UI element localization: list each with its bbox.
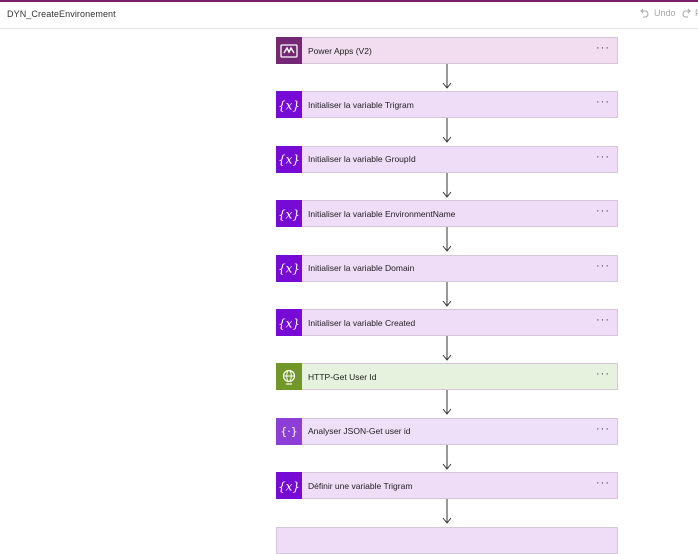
flow-step-card[interactable]: {x} Initialiser la variable Trigram ···: [276, 91, 618, 119]
more-options-icon[interactable]: ···: [596, 477, 610, 490]
variable-icon: {x}: [276, 91, 302, 119]
more-options-icon[interactable]: ···: [596, 42, 610, 54]
power-apps-icon: [276, 37, 302, 64]
flow-step-card[interactable]: Power Apps (V2) ···: [276, 37, 618, 64]
json-icon: {·}: [276, 417, 302, 445]
svg-text:{x}: {x}: [279, 98, 299, 112]
flow-step-card[interactable]: {x} Initialiser la variable Created ···: [276, 309, 618, 336]
svg-text:{x}: {x}: [279, 479, 299, 493]
variable-icon: {x}: [276, 472, 302, 500]
flow-step-label: HTTP-Get User Id: [308, 371, 377, 382]
svg-text:{·}: {·}: [280, 425, 298, 438]
connector-arrow: [442, 390, 452, 416]
svg-text:{x}: {x}: [279, 153, 299, 167]
flow-step-card[interactable]: HTTP-Get User Id ···: [276, 363, 618, 391]
flow-canvas: Power Apps (V2) ··· {x} Initialiser la vari…: [0, 29, 698, 554]
connector-arrow: [442, 336, 452, 361]
flow-step-card[interactable]: {x} Définir une variable Trigram ···: [276, 472, 618, 500]
more-options-icon[interactable]: ···: [596, 368, 610, 381]
variable-icon: {x}: [276, 145, 302, 173]
flow-step-card[interactable]: {x} Initialiser la variable GroupId ···: [276, 145, 618, 173]
connector-arrow: [442, 64, 452, 89]
undo-label: Undo: [654, 8, 676, 18]
flow-step-label: Initialiser la variable Domain: [308, 263, 415, 274]
flow-step-label: Analyser JSON-Get user id: [308, 426, 411, 437]
flow-step-card-partial[interactable]: [276, 526, 618, 554]
flow-step-card[interactable]: {·} Analyser JSON-Get user id ···: [276, 417, 618, 445]
designer-header: DYN_CreateEnvironement Undo F: [0, 2, 698, 29]
flow-step-label: Initialiser la variable EnvironmentName: [308, 208, 456, 219]
more-options-icon[interactable]: ···: [596, 259, 610, 272]
redo-icon: [682, 8, 691, 18]
flow-step-label: Initialiser la variable Trigram: [308, 99, 414, 110]
flow-step-label: Initialiser la variable GroupId: [308, 154, 416, 165]
flow-step-card[interactable]: {x} Initialiser la variable Domain ···: [276, 254, 618, 282]
more-options-icon[interactable]: ···: [596, 205, 610, 218]
flow-step-label: Définir une variable Trigram: [308, 480, 413, 491]
connector-arrow: [442, 281, 452, 307]
more-options-icon[interactable]: ···: [596, 150, 610, 163]
globe-icon: [276, 363, 302, 391]
svg-text:{x}: {x}: [279, 207, 299, 221]
variable-icon: {x}: [276, 200, 302, 228]
connector-arrow: [442, 227, 452, 252]
undo-button[interactable]: Undo: [640, 8, 676, 18]
more-options-icon[interactable]: ···: [596, 422, 610, 435]
connector-arrow: [442, 118, 452, 144]
more-options-icon[interactable]: ···: [596, 314, 610, 326]
connector-arrow: [442, 172, 452, 198]
flow-name: DYN_CreateEnvironement: [7, 9, 116, 19]
variable-icon: {x}: [276, 309, 302, 336]
svg-text:{x}: {x}: [279, 316, 299, 330]
top-accent-line: [0, 0, 698, 2]
flow-step-label: Initialiser la variable Created: [308, 317, 416, 328]
undo-icon: [640, 8, 649, 18]
svg-text:{x}: {x}: [279, 262, 299, 276]
redo-button[interactable]: F: [682, 8, 698, 18]
flow-step-label: Power Apps (V2): [308, 45, 372, 56]
flow-step-card[interactable]: {x} Initialiser la variable EnvironmentNa…: [276, 200, 618, 228]
more-options-icon[interactable]: ···: [596, 96, 610, 109]
variable-icon: {x}: [276, 254, 302, 282]
connector-arrow: [442, 444, 452, 470]
connector-arrow: [442, 499, 452, 524]
redo-label: F: [695, 8, 698, 18]
